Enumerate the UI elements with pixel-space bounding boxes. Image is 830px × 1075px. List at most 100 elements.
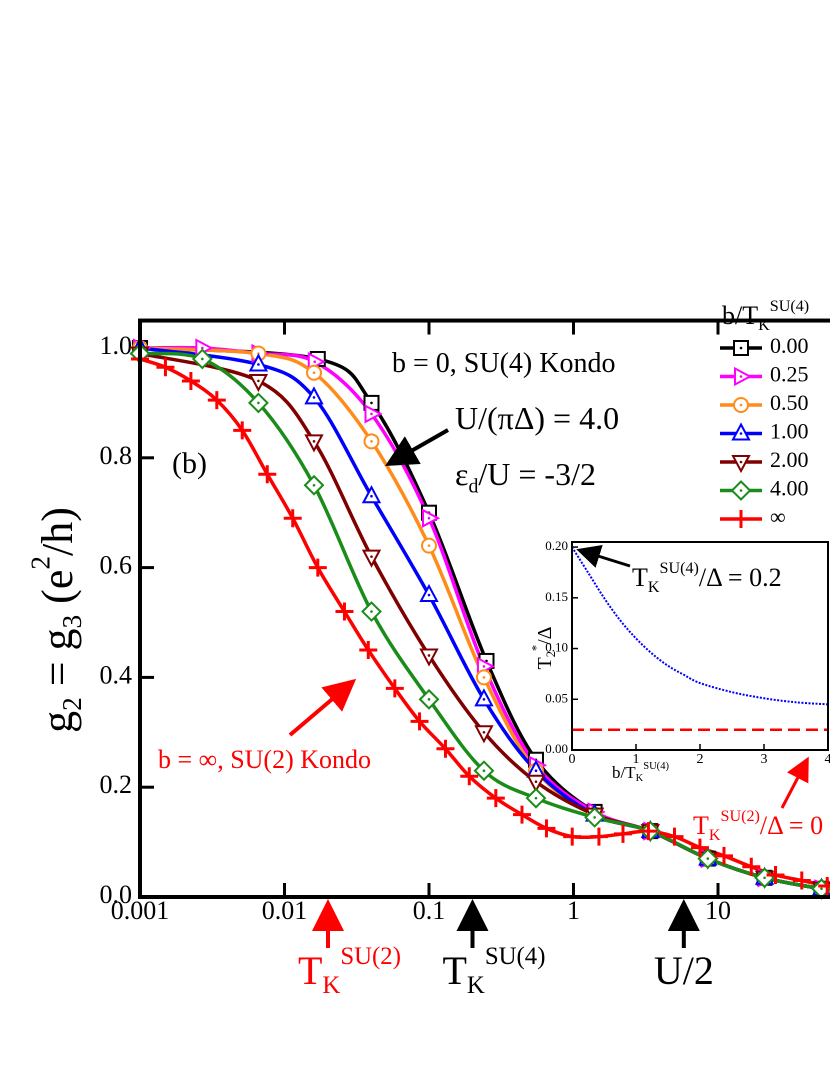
marker [589, 827, 608, 846]
text-part: T [534, 657, 556, 669]
marker-dot [257, 363, 260, 366]
text-part: SU(2) [340, 943, 401, 970]
marker [364, 404, 383, 424]
inset-y-tick-label: 0.15 [545, 589, 568, 604]
y-tick-label: 1.0 [100, 331, 133, 360]
marker [792, 871, 811, 890]
inset-x-tick-label: 4 [825, 752, 830, 767]
inset-y-tick-label: 0.10 [545, 640, 568, 655]
marker-dot [482, 676, 486, 679]
marker [639, 822, 658, 841]
marker-dot [739, 375, 743, 378]
annotation: b = 0, SU(4) Kondo [392, 348, 615, 379]
legend-title: b/TKSU(4) [722, 298, 809, 334]
text-part: T [632, 563, 648, 592]
marker [419, 583, 439, 603]
marker-dot [739, 432, 743, 435]
x-tick-label: 1 [567, 896, 580, 925]
marker [361, 549, 382, 568]
inset-annotation: TKSU(4)/Δ = 0.2 [632, 560, 782, 596]
y-tick-label: 0.4 [100, 660, 133, 689]
marker [537, 819, 556, 838]
text-part: (b) [172, 447, 207, 480]
marker [335, 602, 354, 621]
marker [665, 827, 684, 846]
marker-dot [257, 379, 260, 383]
inset-x-tick-label: 3 [761, 752, 768, 767]
axis-arrow-label: U/2 [654, 948, 714, 993]
text-part: b = 0, SU(4) Kondo [392, 348, 615, 379]
text-part: SU(4) [485, 943, 546, 970]
axis-arrow-label: TKSU(2) [298, 943, 401, 999]
marker-dot [820, 887, 823, 891]
inset-y-tick-label: 0.05 [545, 690, 568, 705]
annotation: (b) [172, 447, 207, 480]
marker [385, 679, 404, 698]
marker-dot [312, 440, 316, 443]
y-tick-label: 0.8 [100, 441, 133, 470]
inset-y-tick-label: 0.00 [545, 741, 568, 756]
text-part: d [468, 475, 478, 497]
y-tick-label: 0.6 [100, 551, 133, 580]
marker [563, 827, 582, 846]
marker-dot [313, 360, 317, 364]
marker-dot [706, 857, 710, 860]
marker [474, 725, 494, 744]
annotation: b = ∞, SU(2) Kondo [158, 745, 371, 774]
inset-background [572, 542, 828, 750]
text-part: = g [33, 628, 82, 697]
marker-dot [312, 371, 316, 375]
inset-x-label: b/TK SU(4) [612, 761, 669, 784]
y-tick-label: 0.0 [100, 880, 133, 909]
arrow [288, 678, 357, 737]
marker-dot [312, 396, 316, 399]
marker [732, 510, 750, 528]
marker-dot [739, 403, 743, 407]
text-part: /Δ [534, 626, 556, 645]
marker-dot [201, 357, 204, 361]
marker-dot [482, 769, 486, 773]
text-part: (e [33, 570, 82, 615]
marker [410, 712, 429, 731]
marker-dot [534, 769, 538, 773]
marker [742, 857, 761, 876]
x-tick-label: 0.1 [413, 896, 446, 925]
legend-label: 0.25 [770, 362, 809, 387]
marker-dot [739, 460, 743, 464]
marker [422, 508, 441, 528]
inset-x-tick-label: 0 [569, 752, 576, 767]
text-part: SU(4) [660, 560, 699, 577]
marker-dot [427, 544, 431, 547]
text-part: T [298, 948, 322, 993]
marker-dot [534, 780, 538, 784]
marker [248, 373, 269, 393]
marker [766, 866, 785, 885]
text-part: /Δ = 0 [760, 811, 823, 840]
arrow [576, 544, 631, 568]
marker-dot [593, 816, 596, 819]
marker-dot [370, 555, 373, 558]
marker [304, 434, 324, 453]
marker [512, 805, 531, 824]
text-part: 3 [57, 615, 87, 629]
arrow [780, 756, 809, 809]
text-part: K [636, 774, 644, 785]
marker [308, 558, 327, 577]
text-part: U/(πΔ) = 4.0 [455, 400, 619, 436]
text-part: SU(4) [770, 298, 809, 315]
text-part: /U = -3/2 [478, 456, 596, 492]
text-part: * [529, 645, 543, 651]
annotation: U/(πΔ) = 4.0 [455, 400, 619, 436]
marker-dot [370, 494, 373, 498]
marker [486, 789, 505, 808]
marker-dot [427, 654, 431, 657]
inset-y-tick-label: 0.20 [545, 538, 568, 553]
marker [248, 353, 269, 372]
x-tick-label: 0.01 [262, 896, 308, 925]
text-part: /Δ = 0.2 [699, 563, 782, 592]
legend-label: 1.00 [770, 419, 809, 444]
marker [526, 774, 546, 793]
marker-dot [739, 346, 743, 350]
legend-label: 2.00 [770, 447, 809, 472]
marker-dot [201, 346, 204, 350]
